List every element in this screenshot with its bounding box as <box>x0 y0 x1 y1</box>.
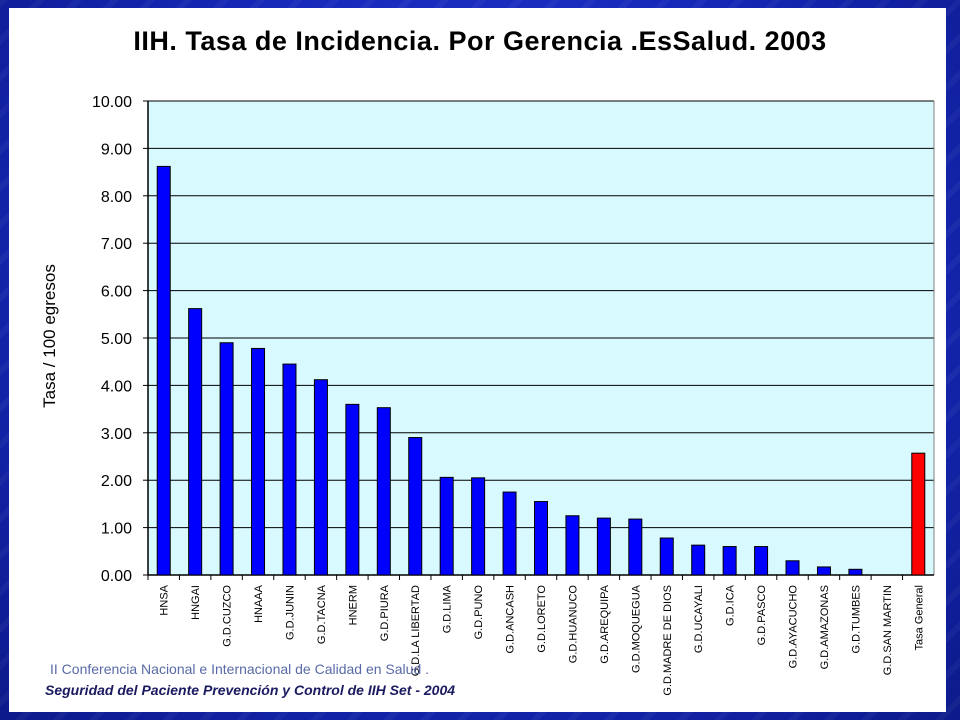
bar <box>188 308 203 576</box>
y-tick-label: 9.00 <box>101 141 132 158</box>
x-tick-label: G.D.LORETO <box>536 585 548 653</box>
y-tick-label: 4.00 <box>101 378 132 395</box>
y-tick-label: 5.00 <box>101 331 132 348</box>
bar <box>219 342 234 576</box>
x-tick-label: G.D.AREQUIPA <box>599 584 611 663</box>
y-tick-label: 8.00 <box>101 189 132 206</box>
bar <box>816 566 831 576</box>
bar <box>471 477 486 576</box>
x-tick-label: G.D.HUANUCO <box>567 585 579 664</box>
x-tick-label: Tasa General <box>913 585 925 650</box>
bar <box>376 407 391 576</box>
x-tick-label: G.D.ICA <box>725 584 737 626</box>
x-tick-label: G.D.TUMBES <box>850 585 862 653</box>
x-tick-label: HNAAA <box>253 584 265 623</box>
bar <box>282 363 297 576</box>
y-tick-label: 10.00 <box>92 94 132 111</box>
footer-conference: II Conferencia Nacional e Internacional … <box>50 661 430 677</box>
x-tick-label: G.D.LA LIBERTAD <box>410 585 422 676</box>
x-tick-label: G.D.SAN MARTIN <box>882 585 894 675</box>
x-tick-label: G.D.PASCO <box>756 585 768 646</box>
y-tick-label: 6.00 <box>101 284 132 301</box>
bar <box>848 568 863 576</box>
y-axis-label: Tasa / 100 egresos <box>40 264 59 408</box>
bar <box>345 403 360 576</box>
x-tick-label: G.D.TACNA <box>316 584 328 644</box>
x-tick-label: G.D.JUNIN <box>284 585 296 640</box>
bar <box>313 379 328 576</box>
x-tick-label: HNERM <box>347 585 359 625</box>
x-tick-label: HNGAI <box>190 585 202 620</box>
bar <box>659 537 674 576</box>
x-tick-label: G.D.AYACUCHO <box>788 585 800 669</box>
bar-general-rate <box>911 452 926 576</box>
x-tick-label: G.D.PUNO <box>473 585 485 640</box>
y-tick-label: 0.00 <box>101 568 132 585</box>
bar <box>439 476 454 576</box>
y-tick-label: 7.00 <box>101 236 132 253</box>
bar <box>722 546 737 576</box>
y-tick-label: 1.00 <box>101 521 132 538</box>
bar <box>628 518 643 576</box>
bar <box>754 546 769 576</box>
x-tick-label: G.D.AMAZONAS <box>819 585 831 669</box>
y-tick-label: 3.00 <box>101 426 132 443</box>
bar <box>408 437 423 576</box>
x-tick-label: G.D.LIMA <box>442 584 454 633</box>
bar <box>534 501 548 576</box>
chart-title: IIH. Tasa de Incidencia. Por Gerencia .E… <box>133 26 827 56</box>
x-tick-label: G.D.MADRE DE DIOS <box>662 585 674 696</box>
footer-topic: Seguridad del Paciente Prevención y Cont… <box>45 682 456 698</box>
x-tick-label: G.D.ANCASH <box>505 585 517 654</box>
x-tick-label: G.D.CUZCO <box>222 585 234 647</box>
y-tick-label: 2.00 <box>101 473 132 490</box>
bar <box>691 544 706 576</box>
bar <box>502 491 517 576</box>
bar <box>785 560 800 576</box>
x-tick-label: G.D.MOQUEGUA <box>630 584 642 673</box>
x-tick-label: HNSA <box>159 584 171 615</box>
bar <box>596 517 611 576</box>
bar <box>156 165 171 576</box>
bar <box>251 347 266 576</box>
x-tick-label: G.D.PIURA <box>379 584 391 641</box>
x-tick-label: G.D.UCAYALI <box>693 585 705 653</box>
bar <box>565 515 580 576</box>
